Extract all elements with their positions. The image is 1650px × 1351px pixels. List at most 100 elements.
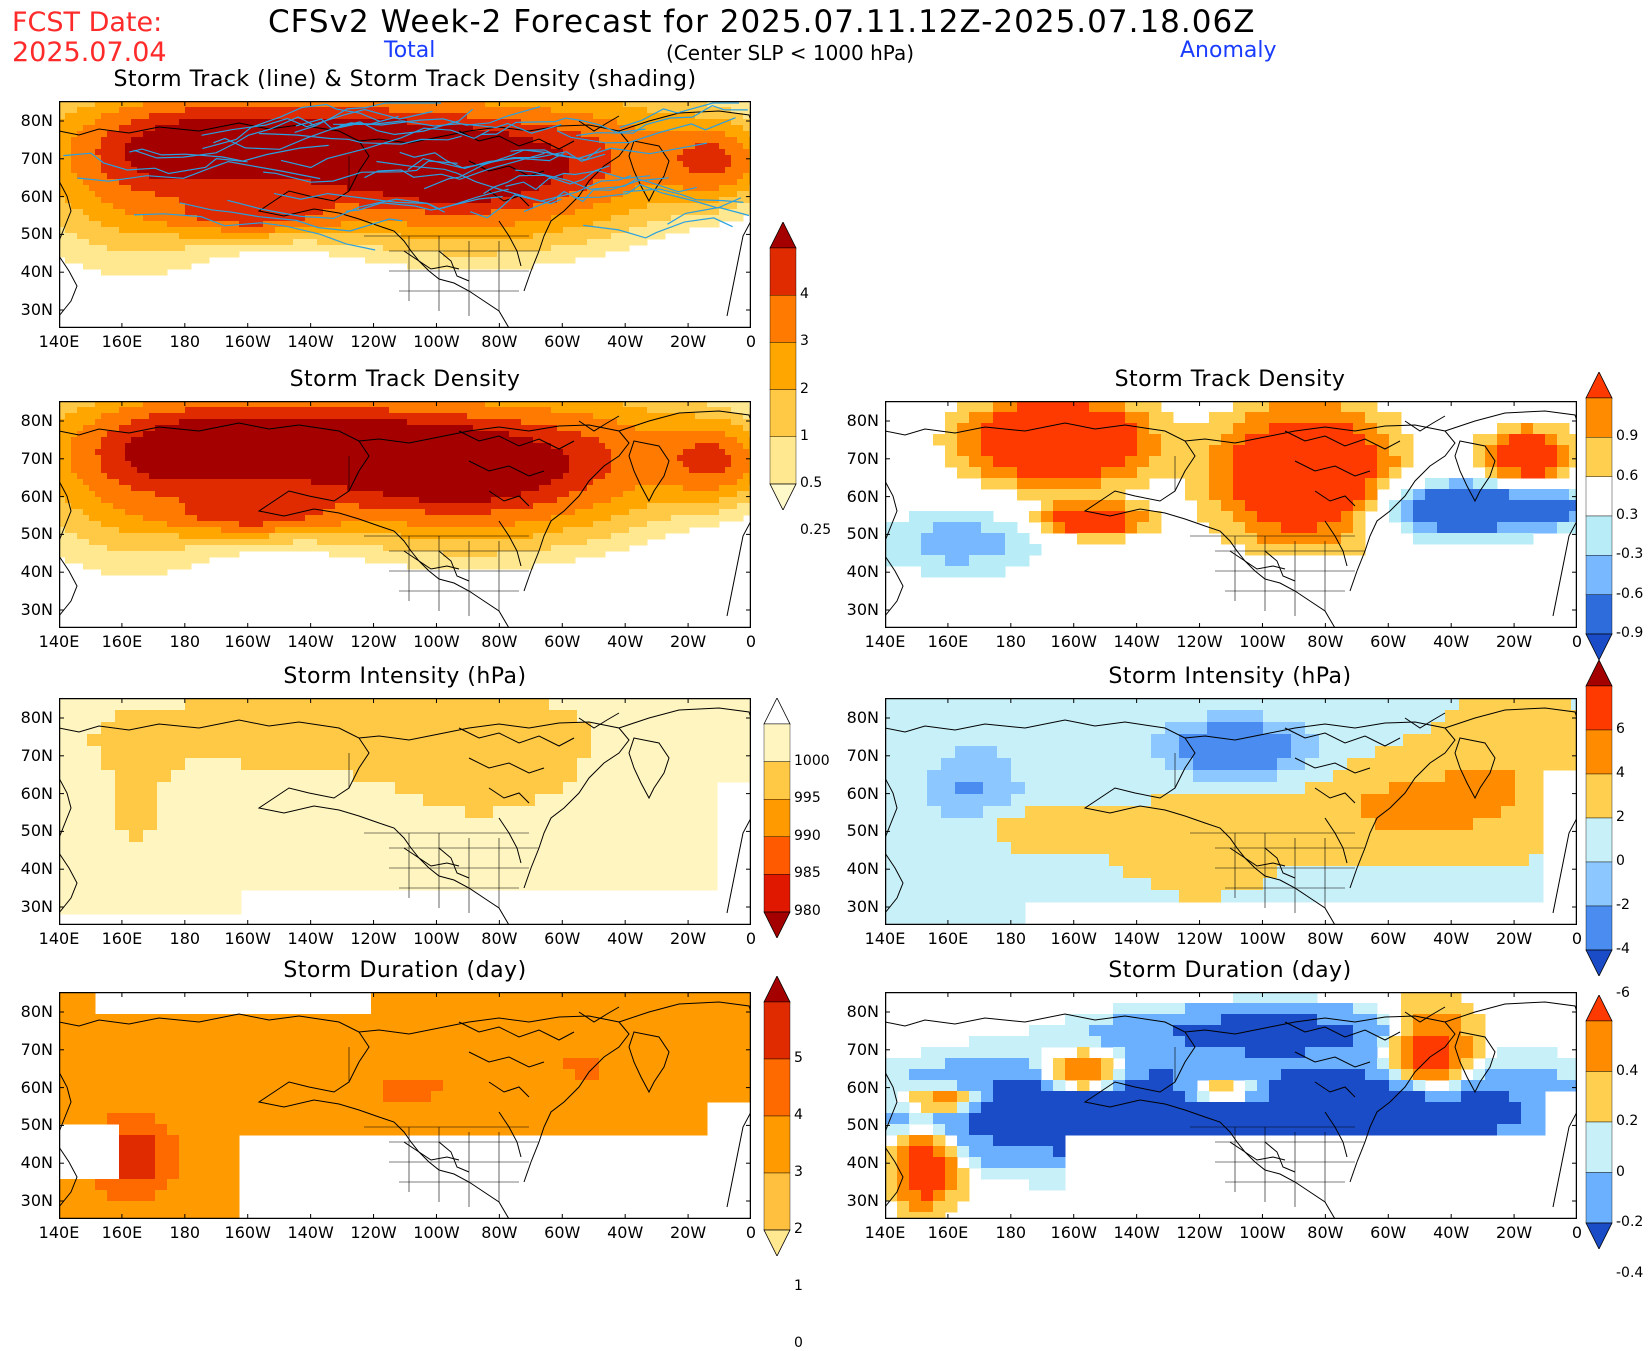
lon-tick-label: 140W	[1113, 929, 1159, 948]
lon-tick-label: 40W	[607, 332, 643, 351]
lat-tick-label: 60N	[835, 784, 879, 803]
colorbar-tick-label: 0.5	[800, 475, 822, 491]
lon-tick-label: 140W	[287, 929, 333, 948]
density-total-title: Storm Track Density	[60, 367, 750, 392]
colorbar-tick-label: 6	[1616, 721, 1625, 737]
lon-tick-label: 140E	[39, 929, 80, 948]
lat-tick-label: 80N	[835, 411, 879, 430]
intensity-anom-title: Storm Intensity (hPa)	[885, 664, 1575, 689]
lon-tick-label: 120W	[350, 929, 396, 948]
lat-tick-label: 30N	[9, 600, 53, 619]
lat-tick-label: 70N	[9, 1040, 53, 1059]
lon-tick-label: 120W	[350, 632, 396, 651]
lat-tick-label: 50N	[835, 524, 879, 543]
track-total-title: Storm Track (line) & Storm Track Density…	[60, 67, 750, 92]
lon-tick-label: 80W	[1307, 929, 1343, 948]
lat-tick-label: 40N	[9, 859, 53, 878]
lon-tick-label: 40W	[607, 632, 643, 651]
lon-tick-label: 40W	[1433, 1223, 1469, 1242]
lon-tick-label: 120W	[1176, 632, 1222, 651]
lon-tick-label: 20W	[1496, 1223, 1532, 1242]
lon-tick-label: 160W	[225, 332, 271, 351]
lon-tick-label: 140E	[39, 1223, 80, 1242]
lat-tick-label: 40N	[9, 262, 53, 281]
lon-tick-label: 180	[170, 1223, 201, 1242]
lat-tick-label: 80N	[9, 1002, 53, 1021]
lon-tick-label: 60W	[544, 632, 580, 651]
lat-tick-label: 50N	[835, 1115, 879, 1134]
storm-intensity-total-map	[59, 698, 751, 925]
colorbar-tick-label: 2	[800, 381, 809, 397]
colorbar-tick-label: 985	[794, 865, 821, 881]
lat-tick-label: 30N	[9, 300, 53, 319]
lon-tick-label: 160W	[1051, 929, 1097, 948]
colorbar-tick-label: 980	[794, 903, 821, 919]
lon-tick-label: 160E	[102, 632, 143, 651]
intensity-anomaly-colorbar	[1584, 660, 1614, 976]
intensity-total-colorbar	[762, 698, 792, 938]
duration-anom-title: Storm Duration (day)	[885, 958, 1575, 983]
colorbar-tick-label: -0.6	[1616, 586, 1643, 602]
density-anom-title: Storm Track Density	[885, 367, 1575, 392]
storm-duration-anomaly-map	[885, 992, 1577, 1219]
lon-tick-label: 180	[996, 632, 1027, 651]
lon-tick-label: 100W	[413, 1223, 459, 1242]
lat-tick-label: 70N	[9, 149, 53, 168]
duration-total-colorbar	[762, 976, 792, 1256]
lat-tick-label: 40N	[835, 859, 879, 878]
lon-tick-label: 0	[746, 332, 756, 351]
colorbar-tick-label: 4	[1616, 765, 1625, 781]
anomaly-column-label: Anomaly	[1180, 38, 1277, 63]
lon-tick-label: 100W	[413, 929, 459, 948]
lon-tick-label: 60W	[544, 929, 580, 948]
lon-tick-label: 160W	[225, 632, 271, 651]
lon-tick-label: 140E	[39, 632, 80, 651]
lat-tick-label: 50N	[9, 1115, 53, 1134]
colorbar-tick-label: 4	[794, 1107, 803, 1123]
lon-tick-label: 160E	[102, 1223, 143, 1242]
lon-tick-label: 100W	[413, 632, 459, 651]
lon-tick-label: 140W	[287, 632, 333, 651]
lat-tick-label: 80N	[9, 708, 53, 727]
lon-tick-label: 140E	[865, 1223, 906, 1242]
lon-tick-label: 20W	[1496, 632, 1532, 651]
lon-tick-label: 40W	[1433, 929, 1469, 948]
duration-anomaly-colorbar	[1584, 995, 1614, 1249]
colorbar-tick-label: -0.3	[1616, 546, 1643, 562]
lon-tick-label: 140E	[865, 929, 906, 948]
lon-tick-label: 0	[746, 632, 756, 651]
lat-tick-label: 40N	[9, 1153, 53, 1172]
lon-tick-label: 20W	[670, 332, 706, 351]
colorbar-tick-label: 2	[1616, 809, 1625, 825]
lon-tick-label: 160E	[102, 332, 143, 351]
colorbar-tick-label: -0.2	[1616, 1214, 1643, 1230]
colorbar-tick-label: -4	[1616, 941, 1630, 957]
lon-tick-label: 140E	[865, 632, 906, 651]
lon-tick-label: 160E	[928, 929, 969, 948]
lon-tick-label: 160W	[1051, 632, 1097, 651]
lon-tick-label: 20W	[670, 632, 706, 651]
lon-tick-label: 120W	[350, 1223, 396, 1242]
lon-tick-label: 80W	[481, 332, 517, 351]
lon-tick-label: 160W	[225, 1223, 271, 1242]
lat-tick-label: 60N	[9, 187, 53, 206]
lat-tick-label: 50N	[9, 524, 53, 543]
lon-tick-label: 60W	[1370, 929, 1406, 948]
lon-tick-label: 140W	[287, 332, 333, 351]
lat-tick-label: 30N	[835, 1191, 879, 1210]
lat-tick-label: 60N	[9, 487, 53, 506]
storm-duration-total-map	[59, 992, 751, 1219]
lat-tick-label: 70N	[9, 449, 53, 468]
colorbar-tick-label: 1	[794, 1278, 803, 1294]
lon-tick-label: 20W	[1496, 929, 1532, 948]
colorbar-tick-label: 1	[800, 428, 809, 444]
lat-tick-label: 60N	[9, 1078, 53, 1097]
lon-tick-label: 100W	[1239, 929, 1285, 948]
lon-tick-label: 140W	[1113, 632, 1159, 651]
colorbar-tick-label: -0.4	[1616, 1265, 1643, 1281]
lon-tick-label: 40W	[607, 929, 643, 948]
colorbar-tick-label: -0.9	[1616, 625, 1643, 641]
lon-tick-label: 120W	[1176, 929, 1222, 948]
lon-tick-label: 140E	[39, 332, 80, 351]
lon-tick-label: 160W	[1051, 1223, 1097, 1242]
